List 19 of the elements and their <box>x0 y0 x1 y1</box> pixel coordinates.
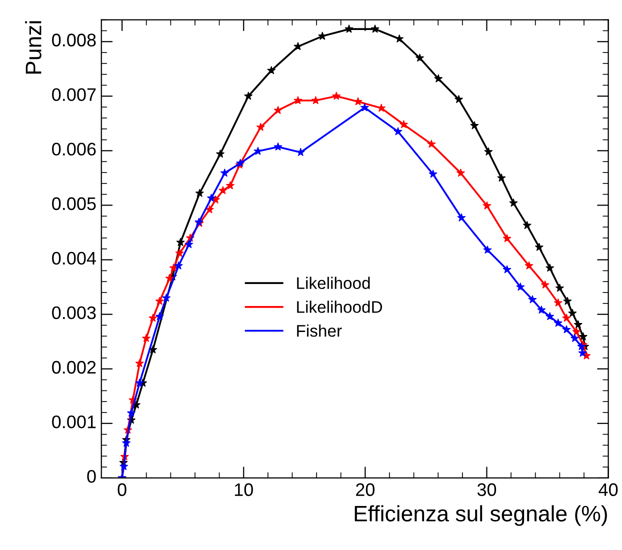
x-tick-label: 40 <box>598 483 618 496</box>
y-tick-label: 0.007 <box>52 88 96 102</box>
y-tick-label: 0.006 <box>52 142 96 156</box>
y-tick-label: 0.005 <box>52 197 96 210</box>
y-tick-label: 0.003 <box>52 306 96 320</box>
y-tick-label: 0.008 <box>52 34 96 46</box>
x-axis-title: Efficienza sul segnale (%) <box>354 505 607 526</box>
x-tick-label: 10 <box>234 483 253 496</box>
x-tick-label: 0 <box>118 483 126 496</box>
y-axis-title: Punzi <box>25 21 42 74</box>
y-tick-label: 0.001 <box>52 415 96 428</box>
x-tick-label: 20 <box>356 483 375 496</box>
y-tick-label: 0.002 <box>52 360 96 374</box>
legend-label: LikelihoodD <box>297 300 382 313</box>
legend-label: Likelihood <box>297 276 370 290</box>
legend-label: Fisher <box>297 324 342 337</box>
x-tick-label: 30 <box>477 483 496 496</box>
y-tick-label: 0 <box>87 470 96 483</box>
y-tick-label: 0.004 <box>52 252 96 265</box>
